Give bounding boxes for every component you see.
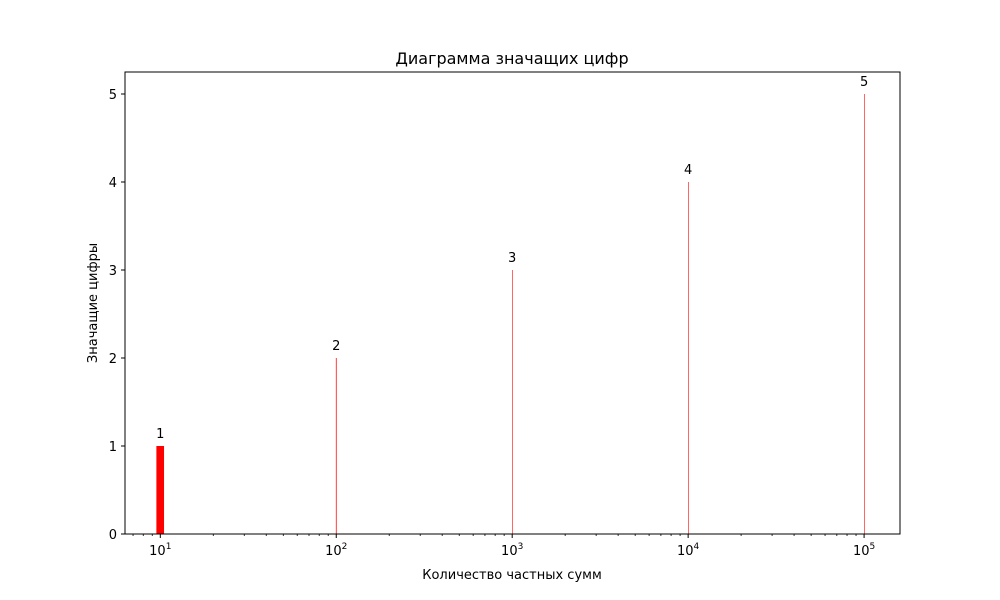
data-label-2: 2	[332, 339, 340, 354]
data-label-5: 5	[860, 75, 868, 90]
bar-2	[335, 358, 337, 534]
data-label-4: 4	[684, 163, 692, 178]
bar-3	[512, 270, 513, 534]
x-tick-label-1: 102	[325, 542, 347, 559]
y-tick-label-3: 3	[109, 264, 117, 279]
y-tick-label-0: 0	[109, 528, 117, 543]
x-tick-label-4: 105	[853, 542, 875, 559]
x-axis-label: Количество частных сумм	[422, 568, 602, 583]
bar-1	[156, 446, 165, 534]
data-label-1: 1	[156, 427, 164, 442]
x-tick-label-2: 103	[501, 542, 523, 559]
y-tick-label-5: 5	[109, 88, 117, 103]
data-labels-layer: 1 2 3 4 5	[156, 75, 868, 442]
bars-layer	[156, 94, 865, 534]
y-tick-label-2: 2	[109, 352, 117, 367]
plot-area-frame	[124, 71, 901, 535]
y-tick-label-1: 1	[109, 440, 117, 455]
bar-5	[864, 94, 865, 534]
y-axis-ticks: 0 1 2 3 4 5	[109, 88, 125, 543]
bar-4	[688, 182, 689, 534]
chart-title: Диаграмма значащих цифр	[395, 49, 628, 68]
data-label-3: 3	[508, 251, 516, 266]
x-tick-label-0: 101	[149, 542, 171, 559]
y-tick-label-4: 4	[109, 176, 117, 191]
y-axis-label: Значащие цифры	[86, 243, 101, 363]
x-axis-ticks: 101 102 103 104 105	[132, 534, 875, 559]
x-tick-label-3: 104	[677, 542, 700, 559]
